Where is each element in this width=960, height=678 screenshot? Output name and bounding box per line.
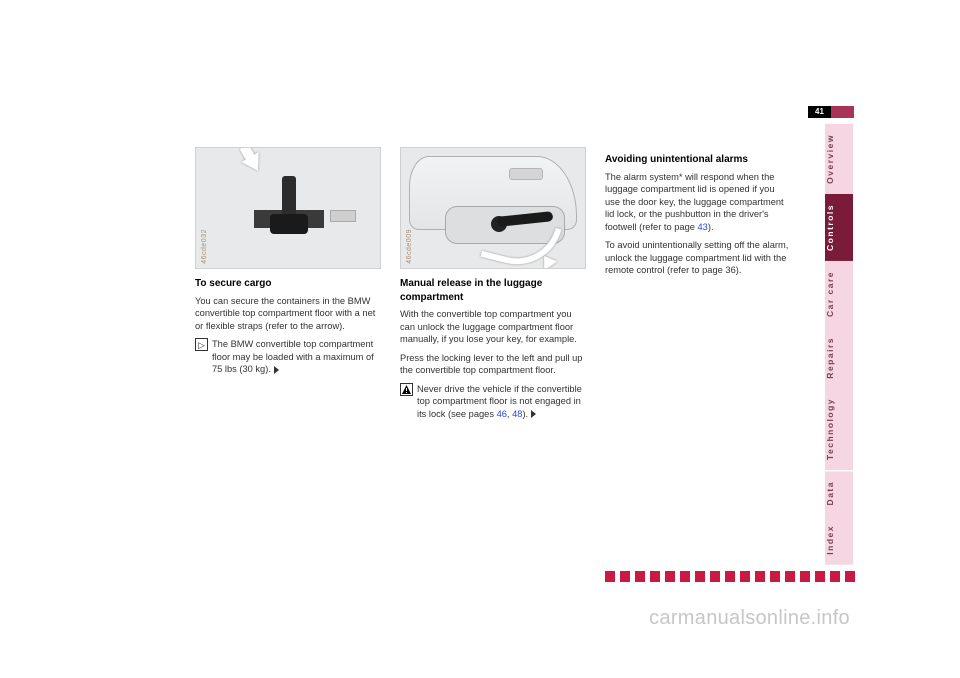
page-ref-43[interactable]: 43 [698,222,708,232]
tab-car-care[interactable]: Car care [825,261,853,327]
tab-overview[interactable]: Overview [825,124,853,194]
heading-manual-release: Manual release in the luggage compartmen… [400,277,586,304]
manual-page: 41 Overview Controls Car care Repairs Te… [0,0,960,678]
heading-avoid-alarms: Avoiding unintentional alarms [605,153,791,167]
tab-controls[interactable]: Controls [825,194,853,261]
warning-block: Never drive the vehicle if the convertib… [400,383,586,427]
paragraph: To avoid unintentionally setting off the… [605,239,791,277]
note-text: The BMW convertible top compartment floo… [212,338,381,376]
fig2-lamp [509,168,543,180]
page-ref-48[interactable]: 48 [512,409,522,419]
page-ref-46[interactable]: 46 [497,409,507,419]
tab-index[interactable]: Index [825,515,853,565]
p1-pre: The alarm system* will respond when the … [605,172,784,232]
paragraph: Press the locking lever to the left and … [400,352,586,377]
figure-manual-release: 46cde009 [400,147,586,269]
note-block: ▷ The BMW convertible top compartment fl… [195,338,381,382]
tab-technology[interactable]: Technology [825,388,853,470]
figure-id-left: 46cde032 [200,229,209,264]
note-icon: ▷ [195,338,208,351]
warning-icon [400,383,413,396]
p1-end: ). [708,222,714,232]
column-1: 46cde032 To secure cargo You can secure … [195,147,381,382]
fig1-slot [330,210,356,222]
end-mark-icon [274,366,279,374]
figure-id-mid: 46cde009 [405,229,414,264]
warn-post: ). [522,409,528,419]
page-number: 41 [808,106,831,118]
page-number-accent [831,106,854,118]
paragraph: With the convertible top compartment you… [400,308,586,346]
footer-accent-bar [605,571,855,582]
column-3: Avoiding unintentional alarms The alarm … [605,147,791,283]
note-body: The BMW convertible top compartment floo… [212,339,374,374]
tab-data[interactable]: Data [825,471,853,515]
paragraph: You can secure the containers in the BMW… [195,295,381,333]
paragraph: The alarm system* will respond when the … [605,171,791,234]
figure-secure-cargo: 46cde032 [195,147,381,269]
heading-secure-cargo: To secure cargo [195,277,381,291]
down-arrow-icon [241,152,266,176]
end-mark-icon [531,410,536,418]
page-number-bar: 41 [808,106,854,118]
section-tabs: Overview Controls Car care Repairs Techn… [825,124,853,565]
warning-text: Never drive the vehicle if the convertib… [417,383,586,421]
column-2: 46cde009 Manual release in the luggage c… [400,147,586,426]
fig1-latch [274,176,304,248]
tab-repairs[interactable]: Repairs [825,327,853,389]
watermark: carmanualsonline.info [649,607,850,630]
